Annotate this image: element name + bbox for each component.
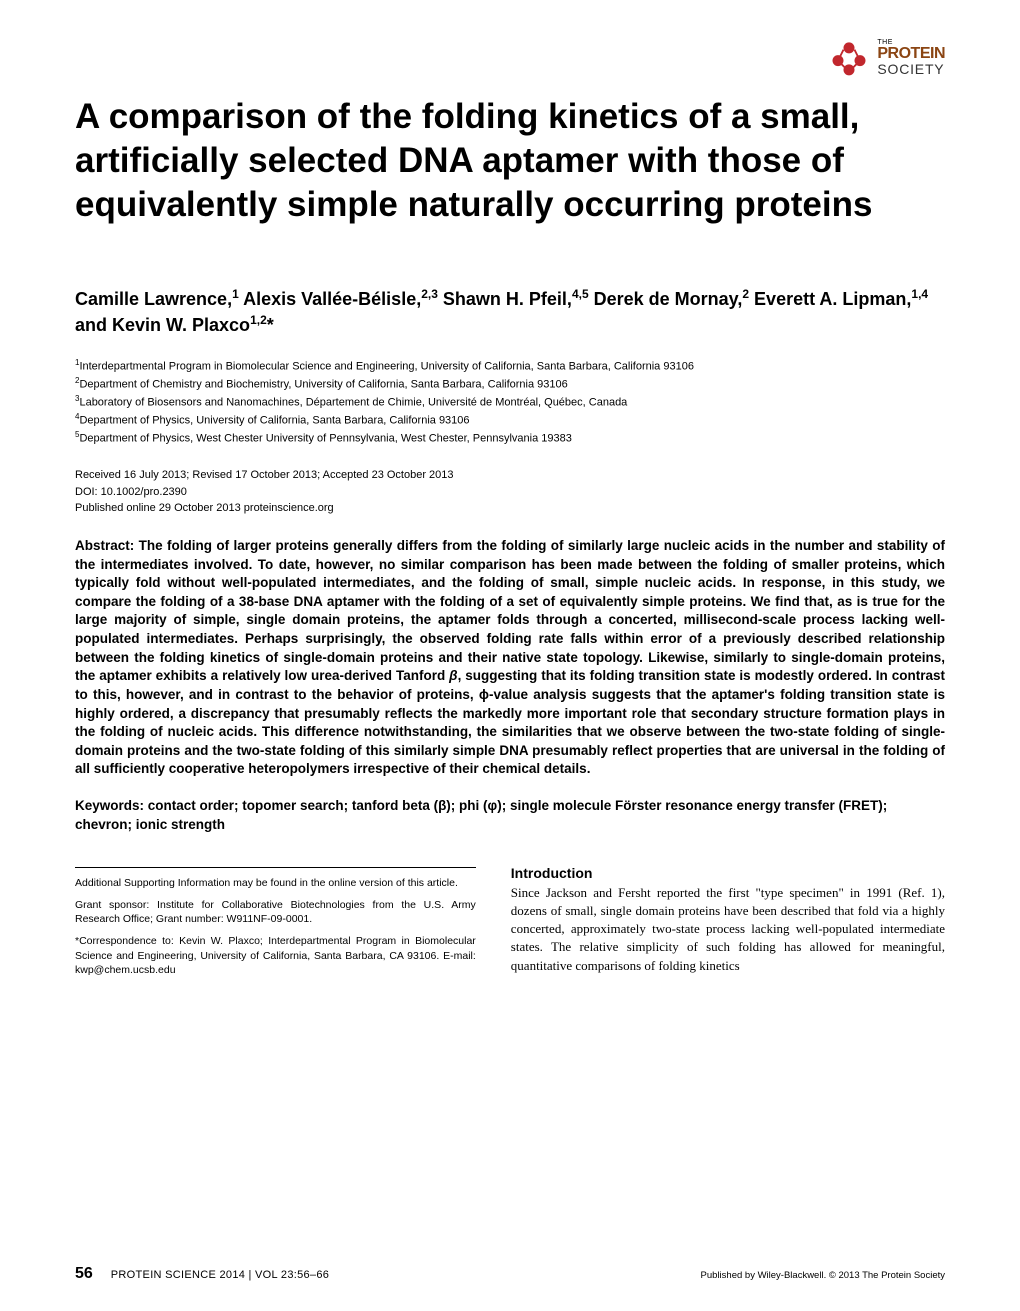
abstract: Abstract: The folding of larger proteins… bbox=[75, 537, 945, 779]
logo-society: SOCIETY bbox=[877, 62, 945, 76]
received-date: Received 16 July 2013; Revised 17 Octobe… bbox=[75, 467, 945, 484]
affiliation-item: 1Interdepartmental Program in Biomolecul… bbox=[75, 357, 945, 375]
abstract-text: The folding of larger proteins generally… bbox=[75, 538, 945, 777]
article-title: A comparison of the folding kinetics of … bbox=[75, 95, 945, 226]
grant-info: Grant sponsor: Institute for Collaborati… bbox=[75, 898, 476, 926]
keywords-text: contact order; topomer search; tanford b… bbox=[75, 798, 887, 832]
affiliations-block: 1Interdepartmental Program in Biomolecul… bbox=[75, 357, 945, 448]
logo-protein: PROTEIN bbox=[877, 46, 945, 62]
right-column: Introduction Since Jackson and Fersht re… bbox=[511, 865, 945, 977]
society-logo-icon bbox=[827, 35, 871, 79]
publication-dates: Received 16 July 2013; Revised 17 Octobe… bbox=[75, 467, 945, 517]
page-number: 56 bbox=[75, 1265, 93, 1283]
publisher-logo: THE PROTEIN SOCIETY bbox=[827, 35, 945, 79]
journal-citation: PROTEIN SCIENCE 2014 | VOL 23:56–66 bbox=[111, 1269, 329, 1281]
affiliation-item: 3Laboratory of Biosensors and Nanomachin… bbox=[75, 393, 945, 411]
introduction-text: Since Jackson and Fersht reported the fi… bbox=[511, 884, 945, 975]
keywords: Keywords: contact order; topomer search;… bbox=[75, 797, 945, 835]
affiliation-item: 5Department of Physics, West Chester Uni… bbox=[75, 429, 945, 447]
abstract-label: Abstract: bbox=[75, 538, 139, 553]
logo-text: THE PROTEIN SOCIETY bbox=[877, 39, 945, 76]
correspondence: *Correspondence to: Kevin W. Plaxco; Int… bbox=[75, 934, 476, 977]
affiliation-item: 4Department of Physics, University of Ca… bbox=[75, 411, 945, 429]
page-footer: 56 PROTEIN SCIENCE 2014 | VOL 23:56–66 P… bbox=[75, 1265, 945, 1283]
divider-line bbox=[75, 867, 476, 868]
affiliation-item: 2Department of Chemistry and Biochemistr… bbox=[75, 375, 945, 393]
published-date: Published online 29 October 2013 protein… bbox=[75, 500, 945, 517]
introduction-heading: Introduction bbox=[511, 865, 945, 881]
supporting-info: Additional Supporting Information may be… bbox=[75, 876, 476, 890]
footer-right: Published by Wiley-Blackwell. © 2013 The… bbox=[701, 1270, 945, 1281]
footer-left: 56 PROTEIN SCIENCE 2014 | VOL 23:56–66 bbox=[75, 1265, 329, 1283]
left-column: Additional Supporting Information may be… bbox=[75, 865, 476, 977]
authors-list: Camille Lawrence,1 Alexis Vallée-Bélisle… bbox=[75, 286, 945, 338]
keywords-label: Keywords: bbox=[75, 798, 148, 813]
doi: DOI: 10.1002/pro.2390 bbox=[75, 484, 945, 501]
bottom-columns: Additional Supporting Information may be… bbox=[75, 865, 945, 977]
